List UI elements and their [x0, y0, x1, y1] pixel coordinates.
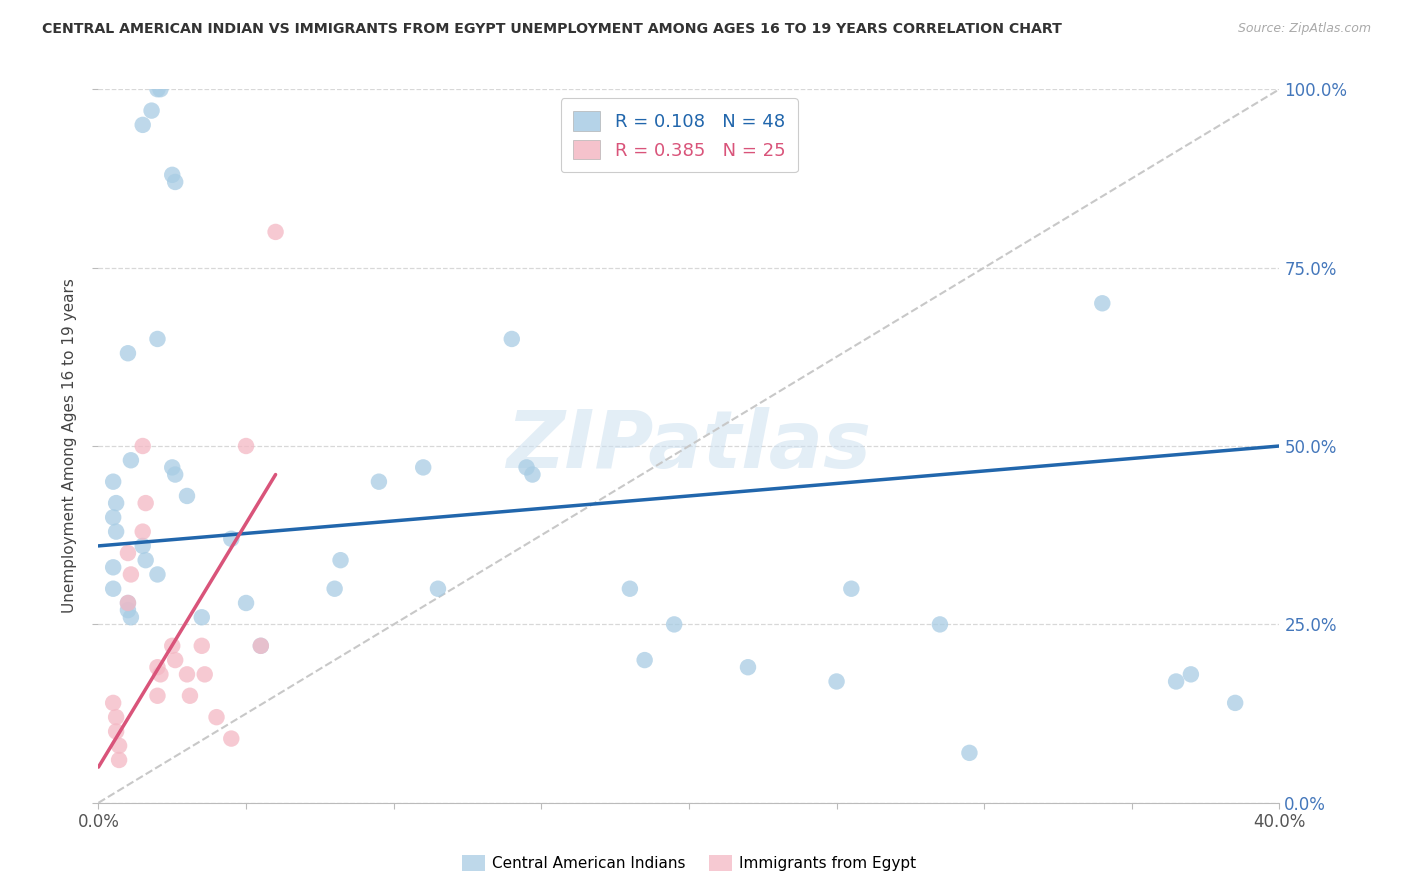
Point [105, 710, 128, 724]
Point [132, 118, 155, 132]
Point [162, 168, 183, 182]
Point [619, 582, 641, 596]
Point [117, 346, 139, 360]
Point [368, 475, 391, 489]
Point [664, 617, 686, 632]
Point [149, 667, 172, 681]
Point [250, 639, 273, 653]
Point [176, 667, 198, 681]
Point [146, 82, 169, 96]
Point [146, 567, 169, 582]
Point [221, 731, 243, 746]
Point [176, 489, 198, 503]
Point [264, 225, 287, 239]
Point [323, 582, 346, 596]
Point [117, 596, 139, 610]
Point [841, 582, 863, 596]
Point [221, 532, 243, 546]
Point [120, 567, 142, 582]
Point [516, 460, 538, 475]
Legend: Central American Indians, Immigrants from Egypt: Central American Indians, Immigrants fro… [456, 849, 922, 877]
Point [103, 582, 125, 596]
Point [117, 596, 139, 610]
Point [132, 539, 155, 553]
Point [103, 560, 125, 574]
Point [1180, 667, 1202, 681]
Point [959, 746, 981, 760]
Point [117, 546, 139, 560]
Point [1223, 696, 1246, 710]
Point [149, 82, 172, 96]
Point [194, 667, 217, 681]
Point [162, 639, 183, 653]
Point [191, 610, 214, 624]
Point [103, 475, 125, 489]
Point [146, 689, 169, 703]
Point [501, 332, 523, 346]
Point [120, 610, 142, 624]
Point [105, 724, 128, 739]
Point [141, 103, 163, 118]
Y-axis label: Unemployment Among Ages 16 to 19 years: Unemployment Among Ages 16 to 19 years [62, 278, 77, 614]
Point [135, 496, 157, 510]
Point [146, 332, 169, 346]
Point [165, 175, 187, 189]
Point [825, 674, 848, 689]
Point [427, 582, 450, 596]
Point [250, 639, 273, 653]
Point [117, 603, 139, 617]
Point [132, 524, 155, 539]
Point [165, 467, 187, 482]
Point [191, 639, 214, 653]
Point [235, 596, 257, 610]
Point [103, 510, 125, 524]
Point [737, 660, 759, 674]
Point [146, 660, 169, 674]
Point [412, 460, 434, 475]
Point [179, 689, 201, 703]
Point [105, 524, 128, 539]
Point [108, 753, 131, 767]
Point [1164, 674, 1187, 689]
Point [1091, 296, 1114, 310]
Point [120, 453, 142, 467]
Point [105, 496, 128, 510]
Point [162, 460, 183, 475]
Point [165, 653, 187, 667]
Point [135, 553, 157, 567]
Text: ZIPatlas: ZIPatlas [506, 407, 872, 485]
Text: Source: ZipAtlas.com: Source: ZipAtlas.com [1237, 22, 1371, 36]
Point [329, 553, 352, 567]
Point [522, 467, 544, 482]
Text: CENTRAL AMERICAN INDIAN VS IMMIGRANTS FROM EGYPT UNEMPLOYMENT AMONG AGES 16 TO 1: CENTRAL AMERICAN INDIAN VS IMMIGRANTS FR… [42, 22, 1062, 37]
Point [205, 710, 228, 724]
Point [235, 439, 257, 453]
Point [108, 739, 131, 753]
Point [633, 653, 655, 667]
Point [103, 696, 125, 710]
Point [928, 617, 950, 632]
Point [132, 439, 155, 453]
